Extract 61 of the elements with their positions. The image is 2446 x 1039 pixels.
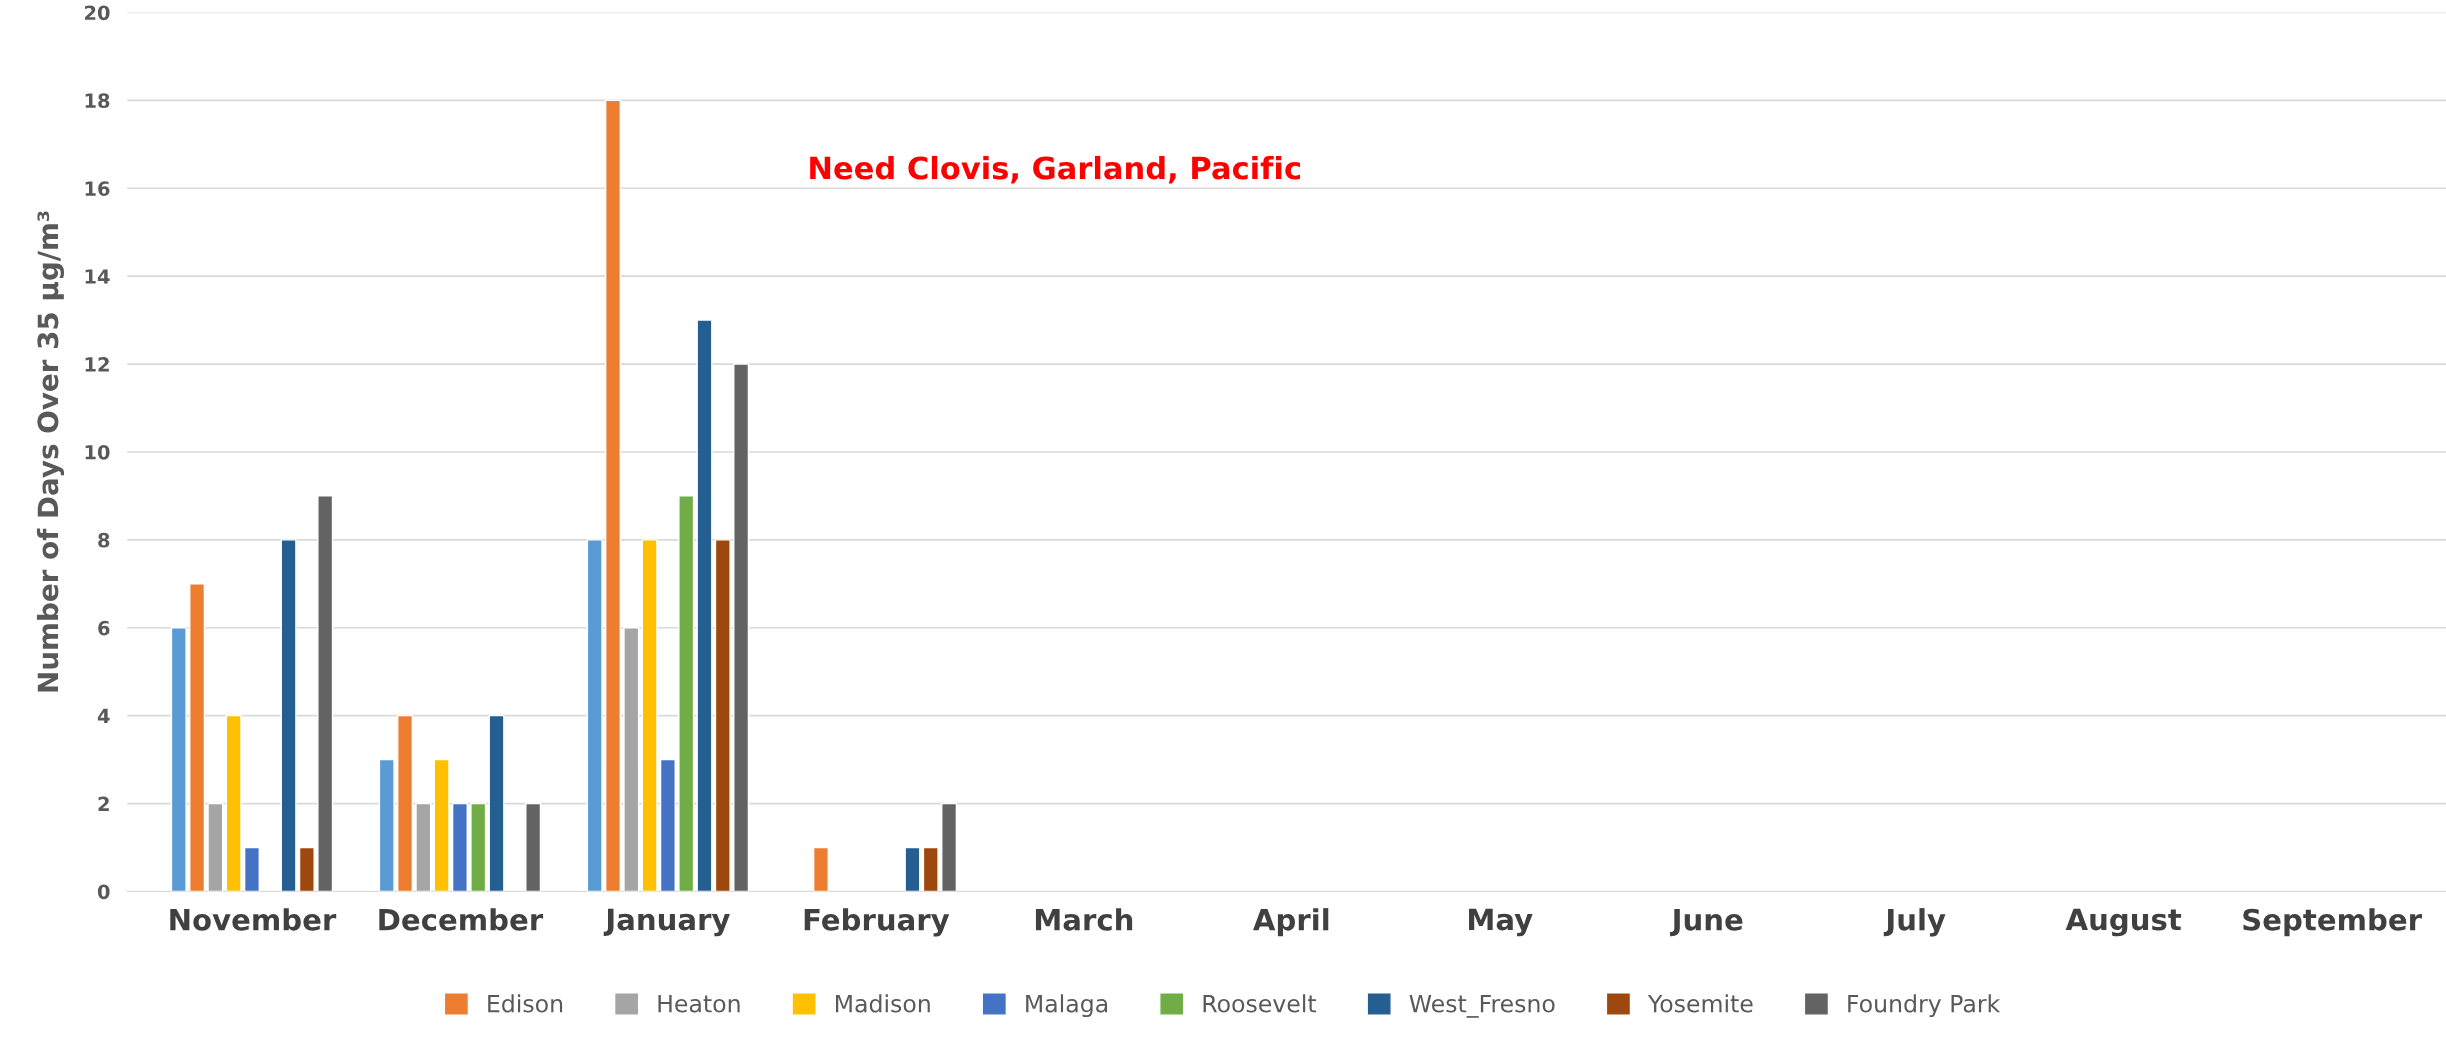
- legend-label: West_Fresno: [1409, 994, 1555, 1018]
- legend-label: Malaga: [1026, 994, 1108, 1018]
- bar: [488, 714, 505, 892]
- y-tick-label: 4: [97, 708, 110, 724]
- bar: [207, 802, 224, 892]
- annotation: Need Clovis, Garland, Pacific: [810, 155, 1300, 184]
- y-tick-label: 2: [98, 796, 109, 811]
- bar: [397, 714, 414, 892]
- bar: [451, 802, 468, 892]
- x-tick-label: April: [1253, 908, 1329, 937]
- bar: [941, 802, 958, 892]
- legend-label: Madison: [835, 994, 930, 1013]
- x-tick-label: February: [804, 908, 950, 937]
- bar: [433, 758, 450, 892]
- bar: [623, 627, 640, 892]
- bar: [378, 758, 395, 892]
- bar: [696, 319, 713, 892]
- bar: [922, 846, 939, 892]
- bar: [470, 802, 487, 892]
- bar: [243, 846, 260, 892]
- y-tick-label: 8: [98, 532, 110, 548]
- x-tick-label: September: [2243, 908, 2422, 937]
- bar: [659, 758, 676, 892]
- x-tick-label: January: [603, 908, 730, 937]
- bar: [733, 363, 750, 892]
- y-tick-label: 18: [85, 93, 110, 109]
- legend-label: Edison: [488, 994, 563, 1013]
- bar: [604, 99, 622, 892]
- bar: [641, 539, 658, 892]
- legend-label: Yosemite: [1647, 994, 1753, 1013]
- y-axis-title: Number of Days Over 35 µg/m³: [36, 211, 65, 692]
- x-tick-label: July: [1883, 908, 1946, 937]
- x-tick-label: May: [1469, 908, 1533, 937]
- bar: [280, 539, 297, 892]
- x-tick-label: December: [379, 908, 544, 931]
- y-tick-label: 6: [98, 620, 110, 636]
- x-tick-label: March: [1035, 908, 1133, 931]
- legend-label: Foundry Park: [1848, 994, 2001, 1018]
- bar: [415, 802, 432, 892]
- bar: [714, 539, 731, 892]
- bar: [678, 495, 695, 892]
- bar: [189, 583, 206, 892]
- y-tick-label: 16: [85, 181, 110, 196]
- bar: [812, 846, 829, 892]
- y-tick-label: 12: [85, 357, 109, 372]
- x-tick-label: June: [1670, 909, 1743, 937]
- bar: [170, 627, 187, 892]
- bar: [317, 495, 334, 892]
- bar: [586, 539, 603, 892]
- bar: [904, 846, 921, 892]
- y-tick-label: 20: [85, 5, 110, 21]
- y-tick-label: 14: [85, 269, 110, 284]
- y-tick-label: 10: [85, 444, 110, 460]
- legend-label: Roosevelt: [1203, 994, 1317, 1013]
- x-tick-label: August: [2065, 908, 2182, 937]
- y-tick-label: 0: [97, 884, 110, 900]
- bar: [298, 846, 315, 892]
- bar: [525, 802, 542, 892]
- legend-label: Heaton: [658, 994, 740, 1013]
- x-tick-label: November: [170, 908, 337, 931]
- bar: [225, 714, 242, 892]
